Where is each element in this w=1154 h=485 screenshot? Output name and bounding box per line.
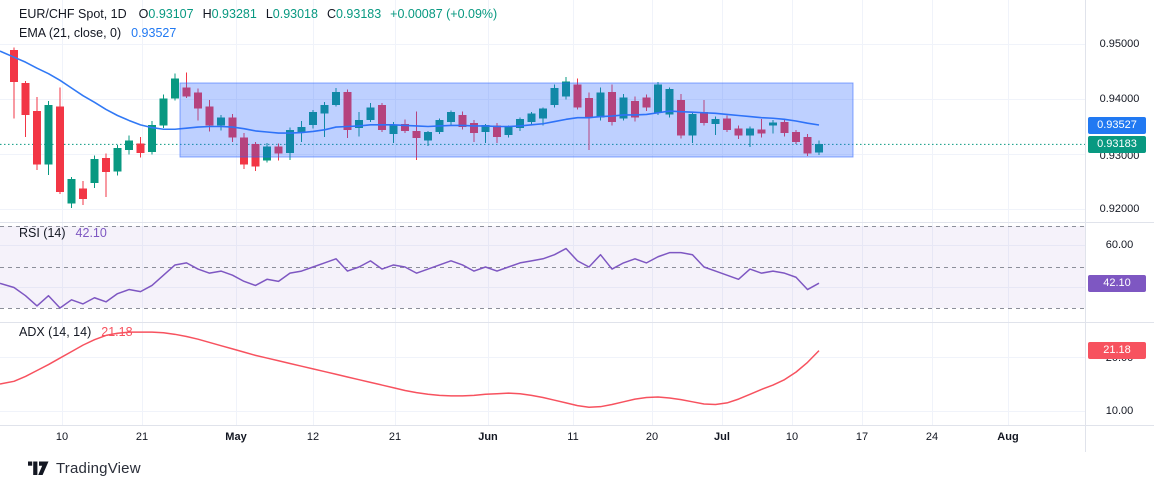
axis-price-badge: 0.93183: [1088, 135, 1146, 153]
time-tick-label: 24: [925, 431, 939, 443]
tradingview-brand-text: TradingView: [56, 460, 141, 477]
time-tick-label: 20: [645, 431, 659, 443]
rsi-value: 42.10: [75, 226, 107, 240]
time-tick-label: 10: [785, 431, 799, 443]
axis-tick-label: 0.92000: [1099, 203, 1140, 215]
tradingview-logo[interactable]: TradingView: [28, 460, 141, 477]
close-value: 0.93183: [335, 7, 382, 21]
ema-label: EMA (21, close, 0): [19, 26, 122, 40]
time-tick-label: 17: [855, 431, 869, 443]
tradingview-mark-icon: [28, 461, 49, 475]
high-label: H: [202, 7, 212, 21]
axis-price-badge: 0.93527: [1088, 116, 1146, 134]
time-tick-label: Aug: [997, 431, 1019, 443]
adx-value: 21.18: [101, 325, 133, 339]
time-tick-label: 21: [388, 431, 402, 443]
close-label: C: [326, 7, 336, 21]
time-tick-label: May: [225, 431, 247, 443]
rsi-legend[interactable]: RSI (14) 42.10: [19, 226, 107, 240]
ema-value: 0.93527: [131, 26, 177, 40]
axis-tick-label: 0.94000: [1099, 93, 1140, 105]
adx-legend[interactable]: ADX (14, 14) 21.18: [19, 325, 133, 339]
time-tick-label: Jul: [714, 431, 730, 443]
low-label: L: [265, 7, 273, 21]
symbol-legend[interactable]: EUR/CHF Spot, 1D O0.93107 H0.93281 L0.93…: [19, 7, 497, 21]
low-value: 0.93018: [272, 7, 318, 21]
time-tick-label: 10: [55, 431, 69, 443]
time-tick-label: 12: [306, 431, 320, 443]
time-tick-label: 11: [567, 431, 579, 443]
adx-label: ADX (14, 14): [19, 325, 92, 339]
time-tick-label: 21: [135, 431, 149, 443]
open-label: O: [138, 7, 149, 21]
high-value: 0.93281: [211, 7, 257, 21]
axis-tick-label: 60.00: [1105, 239, 1134, 251]
axis-price-badge: 42.10: [1088, 274, 1146, 292]
axis-tick-label: 0.95000: [1099, 38, 1140, 50]
axis-price-badge: 21.18: [1088, 341, 1146, 359]
change-value: +0.00087 (+0.09%): [390, 7, 498, 21]
footer-bar: TradingView: [0, 452, 1154, 485]
open-value: 0.93107: [148, 7, 194, 21]
axis-tick-label: 10.00: [1105, 405, 1134, 417]
ema-legend[interactable]: EMA (21, close, 0) 0.93527: [19, 26, 176, 40]
rsi-label: RSI (14): [19, 226, 66, 240]
time-tick-label: Jun: [478, 431, 498, 443]
symbol-title: EUR/CHF Spot, 1D: [19, 7, 127, 21]
axis-tick-label: 0.93000: [1099, 150, 1140, 162]
